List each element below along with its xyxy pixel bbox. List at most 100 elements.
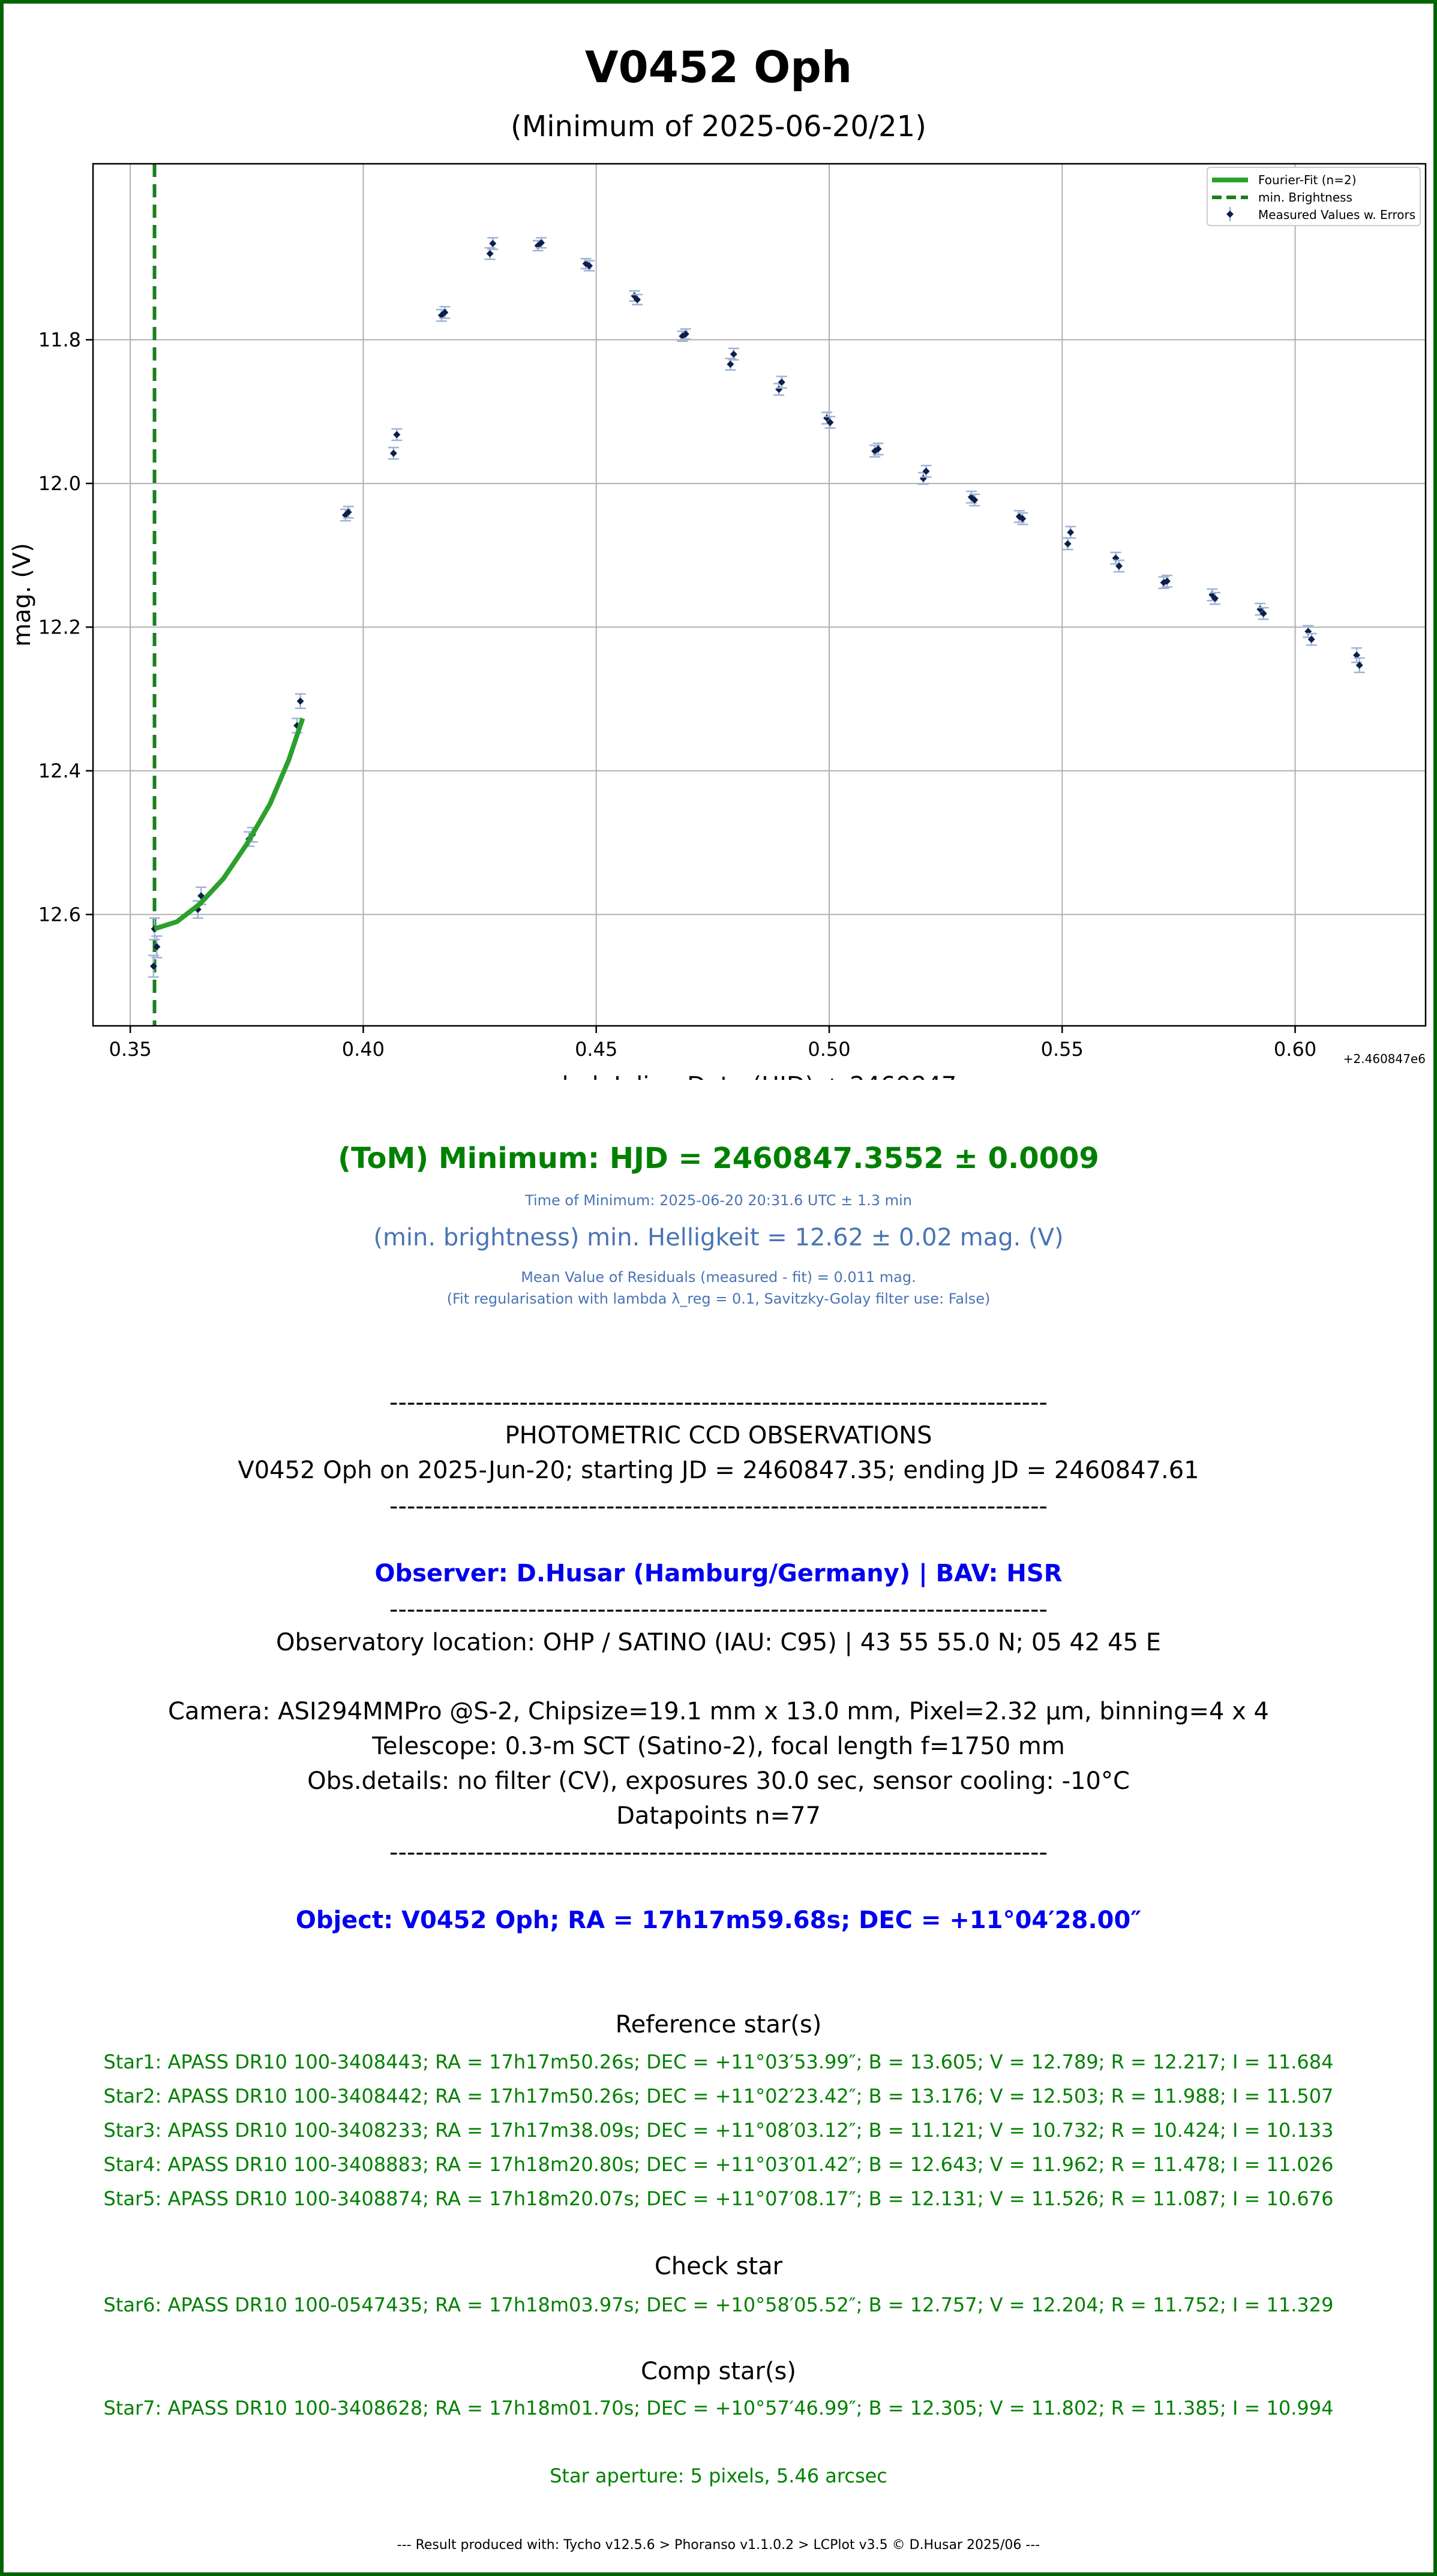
point-marker — [1307, 635, 1315, 643]
point-marker — [971, 496, 979, 504]
observatory-location: Observatory location: OHP / SATINO (IAU:… — [276, 1629, 1161, 1656]
point-marker — [1067, 529, 1075, 536]
reference-stars-heading: Reference star(s) — [615, 2011, 822, 2038]
point-marker — [874, 445, 882, 453]
data-point — [1162, 574, 1173, 588]
point-marker — [1163, 577, 1171, 585]
x-tick-label: 0.60 — [1274, 1038, 1316, 1061]
data-point — [773, 383, 785, 396]
minimum-result: (ToM) Minimum: HJD = 2460847.3552 ± 0.00… — [338, 1142, 1099, 1175]
y-tick-label: 12.0 — [38, 472, 81, 495]
data-point — [1062, 537, 1073, 551]
obs-details-line: Obs.details: no filter (CV), exposures 3… — [307, 1767, 1130, 1795]
point-marker — [489, 239, 497, 247]
separator: ----------------------------------------… — [389, 1596, 1048, 1623]
observation-line: V0452 Oph on 2025-Jun-20; starting JD = … — [238, 1457, 1199, 1484]
data-point — [824, 416, 836, 429]
separator: ----------------------------------------… — [389, 1839, 1048, 1866]
data-point — [1065, 526, 1076, 539]
data-point — [776, 376, 787, 389]
legend-box — [1207, 167, 1421, 226]
point-marker — [1064, 540, 1072, 548]
point-marker — [586, 262, 593, 270]
datapoints-line: Datapoints n=77 — [616, 1802, 821, 1830]
point-marker — [634, 296, 641, 304]
footer-credit: --- Result produced with: Tycho v12.5.6 … — [397, 2538, 1040, 2553]
observer-line: Observer: D.Husar (Hamburg/Germany) | BA… — [374, 1560, 1063, 1587]
point-marker — [441, 308, 449, 316]
x-axis-label: hel. Julian Date (HJD) + 2460847 — [562, 1072, 957, 1080]
legend-fit-label: Fourier-Fit (n=2) — [1258, 173, 1357, 187]
point-marker — [682, 330, 689, 338]
point-marker — [1019, 515, 1027, 523]
min-brightness-result: (min. brightness) min. Helligkeit = 12.6… — [373, 1224, 1064, 1251]
data-point — [536, 237, 547, 249]
check-star: Star6: APASS DR10 100-0547435; RA = 17h1… — [103, 2293, 1334, 2316]
point-marker — [149, 962, 157, 970]
x-tick-label: 0.45 — [575, 1038, 617, 1061]
chart-subtitle: (Minimum of 2025-06-20/21) — [511, 110, 926, 143]
point-marker — [582, 260, 590, 268]
data-point — [1114, 559, 1125, 573]
fourier-fit-curve — [154, 717, 305, 932]
point-marker — [1355, 661, 1363, 669]
point-marker — [296, 697, 304, 705]
reference-star: Star5: APASS DR10 100-3408874; RA = 17h1… — [103, 2187, 1334, 2210]
legend-points-label: Measured Values w. Errors — [1258, 208, 1415, 222]
data-point — [632, 293, 643, 305]
reference-star: Star4: APASS DR10 100-3408883; RA = 17h1… — [103, 2153, 1334, 2176]
point-marker — [778, 379, 785, 386]
point-marker — [730, 350, 737, 358]
check-star-heading: Check star — [654, 2253, 783, 2280]
axis-ticks: 0.35 0.40 0.45 0.50 0.55 0.60 11.8 12.0 12.2 12.4… — [38, 328, 1316, 1061]
y-axis-label: mag. (V) — [8, 543, 36, 647]
measured-points — [148, 237, 1365, 978]
data-point — [1351, 647, 1363, 663]
point-marker — [538, 239, 545, 247]
point-marker — [922, 467, 930, 475]
point-marker — [344, 508, 352, 516]
residuals-text: Mean Value of Residuals (measured - fit)… — [521, 1269, 916, 1286]
point-marker — [727, 361, 734, 368]
data-point — [487, 237, 499, 250]
camera-line: Camera: ASI294MMPro @S-2, Chipsize=19.1 … — [168, 1698, 1269, 1725]
point-marker — [393, 431, 401, 439]
separator: ----------------------------------------… — [389, 1389, 1048, 1416]
reference-star: Star2: APASS DR10 100-3408442; RA = 17h1… — [103, 2085, 1334, 2107]
separator: ----------------------------------------… — [389, 1493, 1048, 1520]
point-marker — [1353, 651, 1361, 659]
data-point — [295, 693, 306, 709]
data-point — [969, 493, 980, 507]
data-point — [388, 446, 399, 460]
data-point — [1354, 657, 1365, 674]
data-point — [391, 428, 403, 442]
y-tick-label: 12.2 — [38, 616, 81, 638]
legend-points-swatch — [1226, 207, 1234, 221]
point-marker — [389, 449, 397, 457]
point-marker — [1211, 595, 1219, 602]
data-point — [917, 472, 929, 485]
telescope-line: Telescope: 0.3-m SCT (Satino-2), focal l… — [372, 1733, 1065, 1760]
data-point — [680, 328, 691, 340]
report-heading: PHOTOMETRIC CCD OBSERVATIONS — [505, 1422, 932, 1449]
point-marker — [826, 419, 834, 427]
x-tick-label: 0.35 — [109, 1038, 152, 1061]
time-of-minimum: Time of Minimum: 2025-06-20 20:31.6 UTC … — [525, 1192, 912, 1209]
data-point — [439, 306, 451, 319]
aperture-line: Star aperture: 5 pixels, 5.46 arcsec — [550, 2464, 887, 2487]
comp-stars-heading: Comp star(s) — [640, 2358, 796, 2385]
legend-min-label: min. Brightness — [1258, 190, 1352, 205]
plot-frame — [92, 163, 1427, 1027]
data-point — [584, 260, 595, 272]
data-point — [728, 347, 739, 361]
data-point — [1258, 607, 1269, 620]
grid-lines — [93, 164, 1426, 1026]
point-marker — [486, 250, 494, 257]
data-point — [1017, 512, 1028, 526]
light-curve-chart: 0.35 0.40 0.45 0.50 0.55 0.60 11.8 12.0 12.2 12.4… — [8, 163, 1427, 1080]
reference-star: Star3: APASS DR10 100-3408233; RA = 17h1… — [103, 2119, 1334, 2142]
data-point — [872, 442, 884, 456]
point-marker — [153, 943, 161, 951]
chart-title: V0452 Oph — [584, 42, 853, 92]
